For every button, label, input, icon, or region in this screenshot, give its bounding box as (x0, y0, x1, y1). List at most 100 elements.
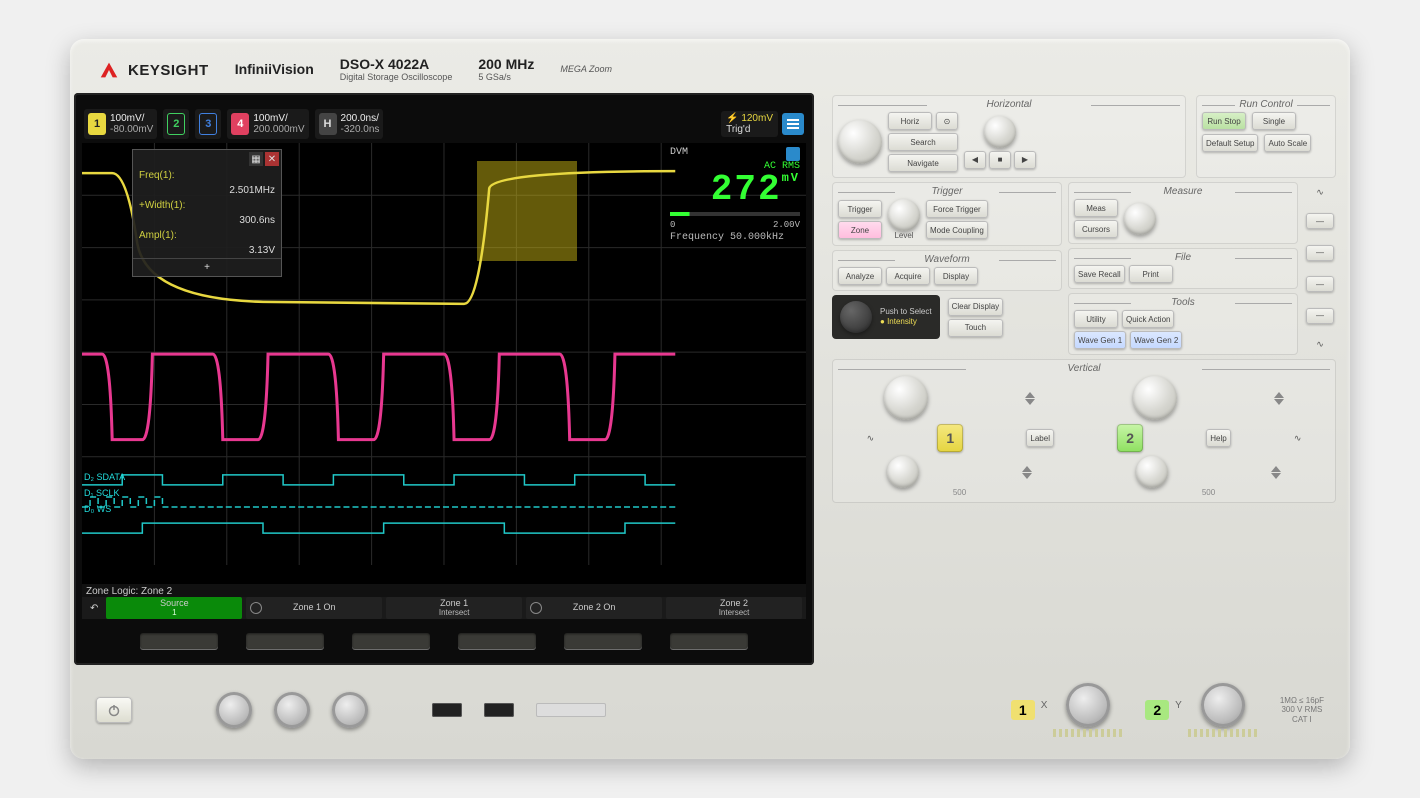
ch2-pos-nudge[interactable] (1271, 466, 1281, 479)
cursors-knob[interactable] (1124, 203, 1156, 235)
zone-button[interactable]: Zone (838, 221, 882, 239)
wg-btn-3[interactable]: — (1306, 276, 1334, 292)
wg-btn-2[interactable]: — (1306, 245, 1334, 261)
ch3-badge[interactable]: 3 (199, 113, 217, 135)
ch2-scale-knob[interactable] (1133, 376, 1177, 420)
analyze-button[interactable]: Analyze (838, 267, 882, 285)
wavegen-strip: ∿ — — — — ∿ (1304, 182, 1336, 355)
trigger-info[interactable]: ⚡ 120mV Trig'd (721, 111, 778, 137)
ch2-badge[interactable]: 2 (167, 113, 185, 135)
channel-4-pill[interactable]: 4 100mV/200.000mV (227, 109, 308, 139)
ch2-bnc[interactable] (1201, 683, 1245, 727)
measure-section: Measure Meas Cursors (1068, 182, 1298, 244)
ch1-badge[interactable]: 1 (88, 113, 106, 135)
usb-port-1[interactable] (432, 703, 462, 717)
control-panel: Horizontal Horiz ⊙ Search Navigate (814, 93, 1346, 665)
timebase-badge[interactable]: H (319, 113, 337, 135)
search-button[interactable]: Search (888, 133, 958, 151)
horizontal-position-knob[interactable] (984, 116, 1016, 148)
horiz-button[interactable]: Horiz (888, 112, 932, 130)
trigger-level-knob[interactable] (888, 199, 920, 231)
waveform-area[interactable]: D₂ SDATA D₁ SCLK D₀ WS ▦ ✕ Freq(1): 2.50… (82, 143, 806, 584)
sine-icon-2: ∿ (1316, 339, 1324, 350)
timebase-pill[interactable]: H 200.0ns/-320.0ns (315, 109, 384, 139)
softkey-row (82, 625, 806, 657)
mode-coupling-button[interactable]: Mode Coupling (926, 221, 988, 239)
menu-icon[interactable] (782, 113, 804, 135)
single-button[interactable]: Single (1252, 112, 1296, 130)
ch2-nudge[interactable] (1274, 392, 1284, 405)
channel-1-pill[interactable]: 1 100mV/-80.00mV (84, 109, 157, 139)
usb-port-2[interactable] (484, 703, 514, 717)
channel-2-pill[interactable]: 2 (163, 109, 189, 139)
zone2-mode-button[interactable]: Zone 2Intersect (666, 597, 802, 619)
label-button[interactable]: Label (1026, 429, 1054, 447)
print-button[interactable]: Print (1129, 265, 1173, 283)
wavegen2-button[interactable]: Wave Gen 2 (1130, 331, 1182, 349)
zone-header: Zone Logic: Zone 2 (82, 584, 806, 597)
ch2-position-knob[interactable] (1136, 456, 1168, 488)
softkey-6[interactable] (670, 633, 748, 649)
ch1-position-knob[interactable] (887, 456, 919, 488)
trigger-section: Trigger Trigger Zone Level Force Trigger (832, 182, 1062, 246)
save-recall-button[interactable]: Save Recall (1074, 265, 1125, 283)
utility-button[interactable]: Utility (1074, 310, 1118, 328)
aux-bnc-3[interactable] (332, 692, 368, 728)
softkey-5[interactable] (564, 633, 642, 649)
nav-next-button[interactable]: ▶ (1014, 151, 1036, 169)
force-trigger-button[interactable]: Force Trigger (926, 200, 988, 218)
navigate-button[interactable]: Navigate (888, 154, 958, 172)
screen-topbar[interactable]: 1 100mV/-80.00mV 2 3 4 100mV/200.000mV H… (82, 105, 806, 143)
wavegen1-button[interactable]: Wave Gen 1 (1074, 331, 1126, 349)
acquire-button[interactable]: Acquire (886, 267, 930, 285)
horizontal-section: Horizontal Horiz ⊙ Search Navigate (832, 95, 1186, 178)
ch1-scale-knob[interactable] (884, 376, 928, 420)
display-button[interactable]: Display (934, 267, 978, 285)
popup-close-icon[interactable]: ✕ (265, 152, 279, 166)
horizontal-scale-knob[interactable] (838, 120, 882, 164)
auto-scale-button[interactable]: Auto Scale (1264, 134, 1311, 152)
softkey-4[interactable] (458, 633, 536, 649)
softkey-2[interactable] (246, 633, 324, 649)
dvm-settings-icon[interactable] (786, 147, 800, 161)
intensity-knob[interactable] (840, 301, 872, 333)
aux-bnc-2[interactable] (274, 692, 310, 728)
ch1-select-button[interactable]: 1 (937, 424, 963, 452)
run-stop-button[interactable]: Run Stop (1202, 112, 1246, 130)
ch1-nudge[interactable] (1025, 392, 1035, 405)
nav-prev-button[interactable]: ◀ (964, 151, 986, 169)
channel-3-pill[interactable]: 3 (195, 109, 221, 139)
card-slot[interactable] (536, 703, 606, 717)
measurement-popup[interactable]: ▦ ✕ Freq(1): 2.501MHz +Width(1): 300.6ns… (132, 149, 282, 277)
ch1-pos-nudge[interactable] (1022, 466, 1032, 479)
zoom-button[interactable]: ⊙ (936, 112, 958, 130)
zone1-on-button[interactable]: Zone 1 On (246, 597, 382, 619)
zone-back-icon[interactable]: ↶ (86, 603, 102, 614)
zone2-on-button[interactable]: Zone 2 On (526, 597, 662, 619)
default-setup-button[interactable]: Default Setup (1202, 134, 1258, 152)
cursors-button[interactable]: Cursors (1074, 220, 1118, 238)
zone-source-button[interactable]: Source1 (106, 597, 242, 619)
touch-button[interactable]: Touch (948, 319, 1004, 337)
trigger-button[interactable]: Trigger (838, 200, 882, 218)
meas-button[interactable]: Meas (1074, 199, 1118, 217)
power-button[interactable] (96, 697, 132, 723)
ch1-bnc[interactable] (1066, 683, 1110, 727)
nav-stop-button[interactable]: ■ (989, 151, 1011, 169)
bandwidth-label: 200 MHz 5 GSa/s (478, 57, 534, 82)
add-measurement-button[interactable]: + (133, 258, 281, 276)
popup-grid-icon[interactable]: ▦ (249, 152, 263, 166)
ch2-select-button[interactable]: 2 (1117, 424, 1143, 452)
softkey-3[interactable] (352, 633, 430, 649)
softkey-1[interactable] (140, 633, 218, 649)
dvm-panel[interactable]: DVM AC RMS 272mV 02.00V Frequency 50.000… (670, 147, 800, 243)
ch4-badge[interactable]: 4 (231, 113, 249, 135)
wg-btn-1[interactable]: — (1306, 213, 1334, 229)
quick-action-button[interactable]: Quick Action (1122, 310, 1174, 328)
wg-btn-4[interactable]: — (1306, 308, 1334, 324)
zone1-mode-button[interactable]: Zone 1Intersect (386, 597, 522, 619)
aux-bnc-1[interactable] (216, 692, 252, 728)
clear-display-button[interactable]: Clear Display (948, 298, 1004, 316)
help-button[interactable]: Help (1206, 429, 1230, 447)
header-strip: KEYSIGHT InfiniiVision DSO-X 4022A Digit… (74, 43, 1346, 93)
